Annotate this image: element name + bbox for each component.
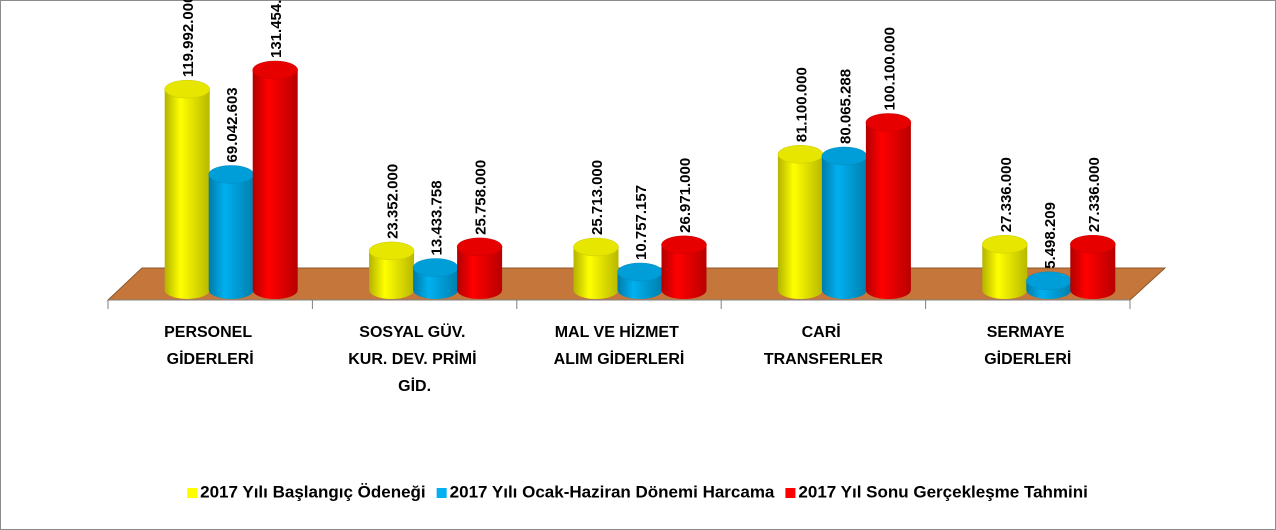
bar-top (1070, 235, 1116, 254)
data-label: 119.992.000 (180, 0, 197, 77)
bar (457, 246, 503, 299)
data-label: 131.454.000 (268, 0, 285, 58)
x-tick-label: PERSONEL GİDERLERİ (164, 324, 256, 368)
legend-swatch (785, 488, 796, 498)
data-label: 25.758.000 (473, 160, 490, 235)
data-label: 23.352.000 (385, 164, 402, 239)
x-tick-label: MAL VE HİZMET ALIM GİDERLERİ (554, 323, 685, 368)
bar-top (456, 237, 503, 257)
bar-top (777, 145, 824, 164)
bar (573, 246, 619, 299)
bar-top (821, 146, 868, 166)
bar-top (865, 113, 912, 132)
bar-top (573, 237, 619, 257)
bar (1070, 244, 1116, 299)
bar-top (1026, 271, 1072, 291)
bar (164, 89, 210, 299)
data-label: 26.971.000 (677, 158, 694, 233)
data-label: 10.757.157 (633, 185, 650, 260)
bar (865, 122, 911, 299)
x-tick-label: CARİ TRANSFERLER (764, 323, 884, 368)
data-label: 13.433.758 (429, 180, 446, 255)
legend-label: 2017 Yılı Başlangıç Ödeneği (200, 482, 426, 501)
bar-top (617, 262, 663, 282)
data-label: 27.336.000 (1086, 157, 1103, 232)
bar-top (982, 235, 1028, 254)
bar-top (252, 60, 298, 80)
bar (821, 156, 867, 299)
bar-top (368, 241, 415, 261)
x-tick-label: SOSYAL GÜV. KUR. DEV. PRİMİ GİD. (348, 322, 481, 395)
data-label: 80.065.288 (837, 69, 854, 144)
legend-label: 2017 Yıl Sonu Gerçekleşme Tahmini (798, 482, 1087, 501)
bar-top (164, 79, 210, 99)
bar (252, 70, 298, 299)
data-label: 81.100.000 (793, 67, 810, 142)
data-label: 100.100.000 (881, 27, 898, 110)
bar (369, 250, 415, 299)
bar (208, 174, 254, 299)
data-label: 69.042.603 (224, 87, 241, 162)
x-tick-label: SERMAYE GİDERLERİ (984, 324, 1071, 368)
data-label: 5.498.209 (1042, 202, 1059, 269)
bar (982, 244, 1028, 300)
bar-top (661, 235, 707, 255)
bar-top (208, 165, 254, 184)
bar (661, 244, 707, 299)
data-label: 25.713.000 (589, 160, 606, 235)
data-label: 27.336.000 (998, 157, 1015, 232)
bar (777, 154, 823, 299)
legend-swatch (436, 488, 447, 498)
legend-label: 2017 Yılı Ocak-Haziran Dönemi Harcama (450, 482, 775, 501)
legend-swatch (187, 488, 198, 498)
bar-top (412, 258, 459, 277)
